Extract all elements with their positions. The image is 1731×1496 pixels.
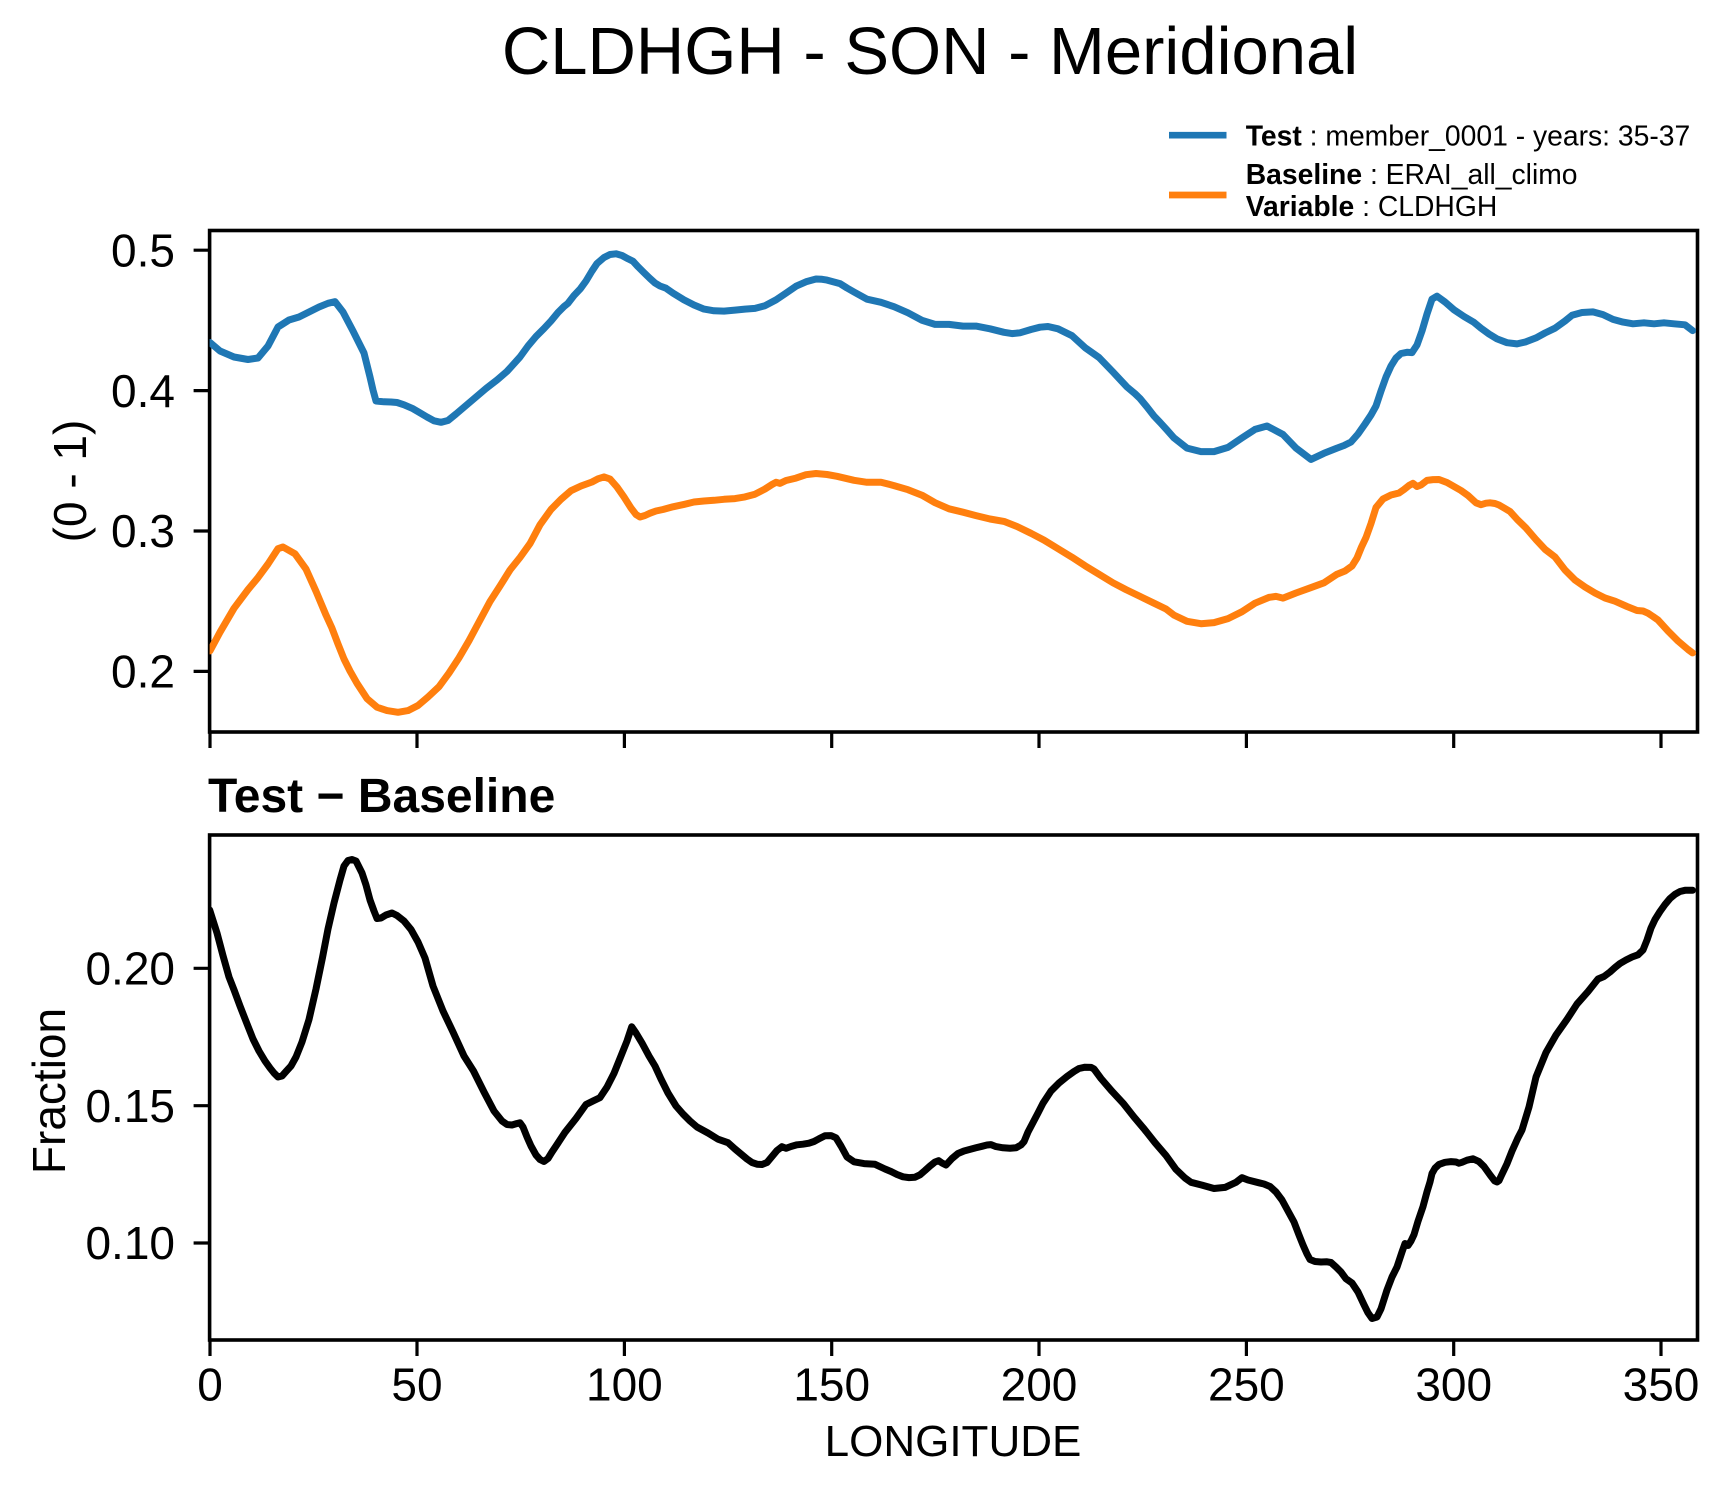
svg-text:LONGITUDE: LONGITUDE (825, 1417, 1082, 1466)
svg-text:Baseline : ERAI_all_climo: Baseline : ERAI_all_climo (1246, 158, 1578, 190)
svg-text:0: 0 (197, 1359, 223, 1411)
svg-text:CLDHGH - SON - Meridional: CLDHGH - SON - Meridional (502, 14, 1358, 89)
svg-text:Fraction: Fraction (23, 1008, 75, 1174)
svg-text:300: 300 (1415, 1359, 1492, 1411)
svg-text:0.4: 0.4 (111, 365, 175, 417)
svg-text:150: 150 (793, 1359, 870, 1411)
svg-text:Test − Baseline: Test − Baseline (208, 770, 555, 823)
svg-text:0.10: 0.10 (85, 1217, 175, 1269)
svg-text:0.2: 0.2 (111, 646, 175, 698)
svg-text:100: 100 (586, 1359, 663, 1411)
svg-text:Test : member_0001 - years: 35: Test : member_0001 - years: 35-37 (1246, 119, 1691, 151)
svg-text:0.5: 0.5 (111, 224, 175, 276)
svg-text:0.15: 0.15 (85, 1080, 175, 1132)
svg-text:250: 250 (1208, 1359, 1285, 1411)
svg-text:Variable : CLDHGH: Variable : CLDHGH (1246, 190, 1498, 222)
svg-text:50: 50 (391, 1359, 442, 1411)
svg-text:350: 350 (1623, 1359, 1700, 1411)
svg-text:0.3: 0.3 (111, 505, 175, 557)
svg-text:(0 - 1): (0 - 1) (44, 420, 96, 543)
svg-text:0.20: 0.20 (85, 943, 175, 995)
svg-text:200: 200 (1001, 1359, 1078, 1411)
